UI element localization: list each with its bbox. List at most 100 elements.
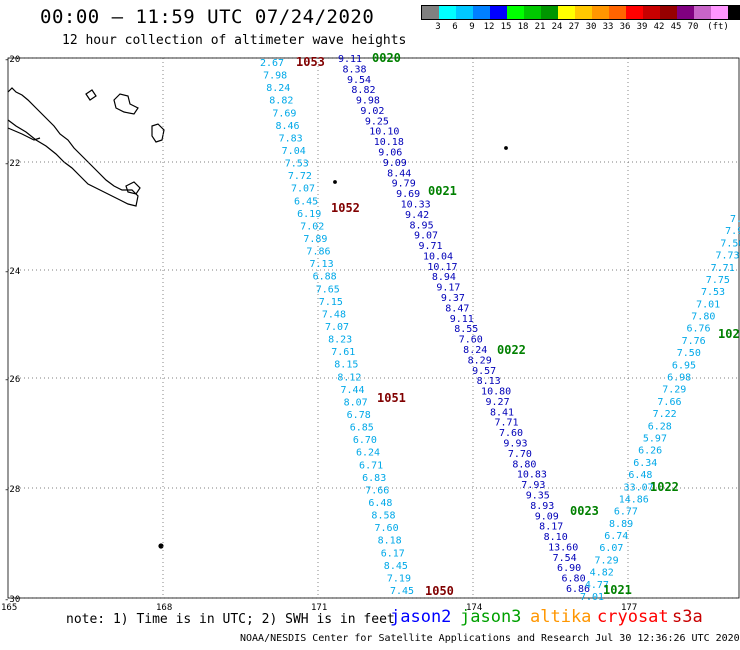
legend-label: 21 <box>534 22 546 32</box>
pass-time-label: 0021 <box>428 184 457 198</box>
swh-value: 8.15 <box>334 360 358 371</box>
swh-value: 7.9 <box>725 226 740 237</box>
swh-value: 8.17 <box>539 522 563 533</box>
swh-value: 8.13 <box>477 376 501 387</box>
pass-time-label: 1051 <box>377 391 406 405</box>
swh-value: 7.76 <box>682 336 706 347</box>
legend-label: 18 <box>517 22 529 32</box>
swh-value: 8.24 <box>463 345 487 356</box>
swh-value: 10.04 <box>423 251 453 262</box>
legend-label: 27 <box>568 22 580 32</box>
swh-value: 8.89 <box>609 519 633 530</box>
coastline-islet <box>7 127 41 141</box>
swh-value: 6.76 <box>686 324 710 335</box>
swh-value: 9.09 <box>383 158 407 169</box>
swh-value: 8.24 <box>266 83 290 94</box>
swh-value: 7.45 <box>390 586 414 597</box>
swh-value: 9.06 <box>378 148 402 159</box>
swh-value: 9.27 <box>486 397 510 408</box>
legend-swatch <box>575 6 592 19</box>
swh-value: 6.74 <box>604 531 628 542</box>
swh-value: 8.46 <box>275 121 299 132</box>
lat-tick-label: -24 <box>4 267 20 277</box>
swh-value: 9.57 <box>472 366 496 377</box>
swh-value: 8.47 <box>445 303 469 314</box>
legend-swatch <box>592 6 609 19</box>
swh-value: 7.61 <box>331 347 355 358</box>
swh-value: 7.60 <box>375 523 399 534</box>
swh-value: 7.83 <box>279 133 303 144</box>
swh-value: 8.10 <box>544 532 568 543</box>
units-note: note: 1) Time is in UTC; 2) SWH is in fe… <box>66 612 395 627</box>
swh-value: 10.80 <box>481 387 511 398</box>
swh-value: 7.54 <box>553 553 577 564</box>
swh-value: 7.07 <box>325 322 349 333</box>
legend-swatch <box>558 6 575 19</box>
swh-value: 9.35 <box>526 490 550 501</box>
swh-value: 6.28 <box>648 421 672 432</box>
satellite-name-jason2: jason2 <box>390 607 452 627</box>
swh-value: 7.98 <box>263 71 287 82</box>
coastline-loyalty-mare <box>151 123 165 143</box>
swh-value: 7.53 <box>285 159 309 170</box>
swh-value: 8.55 <box>454 324 478 335</box>
swh-value: 7.22 <box>653 409 677 420</box>
swh-value: 8.95 <box>410 220 434 231</box>
swh-value: 8.82 <box>351 85 375 96</box>
legend-label: 45 <box>670 22 682 32</box>
coastline-new-caledonia <box>7 87 139 207</box>
legend-swatch <box>422 6 439 19</box>
credit-line: NOAA/NESDIS Center for Satellite Applica… <box>240 633 740 644</box>
legend-swatch <box>643 6 660 19</box>
swh-value: 7.01 <box>580 592 604 603</box>
legend-swatch <box>439 6 456 19</box>
swh-value: 6.48 <box>368 498 392 509</box>
pass-time-label: 1053 <box>296 55 325 69</box>
swh-value: 7.15 <box>319 297 343 308</box>
swh-value: 7.50 <box>720 238 740 249</box>
swh-value: 6.95 <box>672 360 696 371</box>
legend-label: 33 <box>602 22 614 32</box>
swh-value: 13.60 <box>548 542 578 553</box>
legend-swatch <box>626 6 643 19</box>
swh-value: 9.54 <box>347 75 371 86</box>
swh-value: 6.85 <box>350 423 374 434</box>
swh-value: 7.60 <box>499 428 523 439</box>
swh-value: 6.07 <box>599 543 623 554</box>
legend-label: 3 <box>435 22 441 32</box>
swh-value: 4.77 <box>585 580 609 591</box>
swh-value: 7.02 <box>300 221 324 232</box>
swh-value: 8.38 <box>342 64 366 75</box>
swh-value: 8.23 <box>328 335 352 346</box>
swh-value: 9.11 <box>338 54 362 65</box>
swh-value: 9.07 <box>414 231 438 242</box>
swh-value: 6.71 <box>359 460 383 471</box>
swh-value: 6.34 <box>633 458 657 469</box>
map-frame <box>7 57 740 599</box>
islet-hunter <box>333 180 337 184</box>
swh-value: 7.75 <box>706 275 730 286</box>
legend-swatch <box>677 6 694 19</box>
swh-value: 6.98 <box>667 373 691 384</box>
lon-tick-label: 174 <box>466 603 482 613</box>
lat-tick-label: -20 <box>4 55 20 65</box>
swh-value: 9.93 <box>503 439 527 450</box>
legend-swatch <box>660 6 677 19</box>
swh-value: 10.83 <box>517 470 547 481</box>
swh-value: 6.48 <box>628 470 652 481</box>
coastline <box>7 87 508 549</box>
legend-swatch <box>711 6 728 19</box>
pass-time-label: 1052 <box>331 201 360 215</box>
swh-value: 33.07 <box>624 482 654 493</box>
swh-value: 6.88 <box>313 272 337 283</box>
legend-label: 42 <box>653 22 665 32</box>
swh-value: 7.66 <box>365 485 389 496</box>
swh-value: 9.37 <box>441 293 465 304</box>
swh-value: 7.04 <box>282 146 306 157</box>
legend-label: 12 <box>483 22 495 32</box>
lon-tick-label: 168 <box>156 603 172 613</box>
swh-value: 7.50 <box>677 348 701 359</box>
swh-value: 7.71 <box>494 418 518 429</box>
swh-value: 7.86 <box>306 247 330 258</box>
swh-value: 10.18 <box>374 137 404 148</box>
